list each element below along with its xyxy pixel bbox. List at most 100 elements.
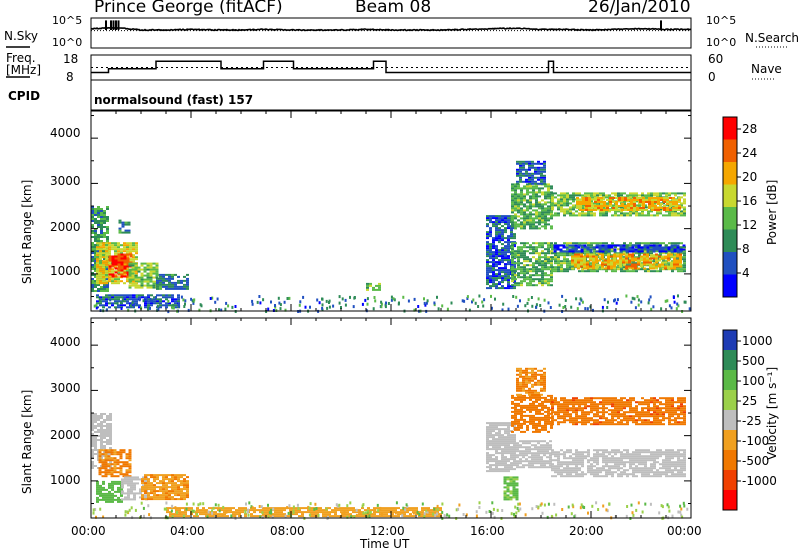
velocity-cell	[544, 420, 547, 423]
power-cell	[504, 267, 507, 270]
power-cell	[511, 185, 514, 188]
power-cell	[574, 246, 578, 249]
velocity-cell	[513, 438, 516, 441]
power-cell	[543, 160, 546, 163]
velocity-cell	[177, 480, 180, 483]
power-cell	[117, 300, 120, 303]
velocity-cell	[100, 415, 103, 417]
power-cell	[605, 254, 608, 257]
power-cell	[132, 254, 135, 257]
power-speckle	[156, 308, 159, 312]
power-cell	[622, 246, 626, 249]
power-cell	[655, 246, 659, 249]
power-cell	[633, 207, 636, 209]
velocity-cell	[241, 507, 244, 510]
power-cell	[111, 273, 115, 276]
power-cell	[489, 257, 492, 260]
power-cell	[94, 252, 97, 254]
power-cell	[129, 260, 132, 263]
power-cell	[132, 258, 135, 261]
velocity-cell	[180, 474, 183, 477]
power-cell	[486, 241, 489, 244]
power-cell	[541, 280, 544, 283]
power-cell	[537, 182, 540, 185]
power-cell	[99, 256, 102, 259]
power-cell	[620, 192, 623, 195]
power-speckle	[579, 297, 582, 301]
power-cell	[144, 298, 147, 301]
velocity-cell	[100, 431, 103, 433]
power-cell	[105, 300, 108, 303]
velocity-cell	[430, 509, 433, 512]
power-cell	[535, 278, 538, 281]
power-cell	[661, 246, 665, 249]
velocity-cell	[274, 511, 277, 514]
velocity-cell	[165, 494, 168, 497]
power-cell	[498, 221, 501, 224]
power-cell	[94, 264, 97, 266]
velocity-cell	[153, 496, 156, 499]
power-cell	[132, 298, 135, 301]
power-cell	[607, 253, 610, 256]
velocity-cell	[495, 428, 498, 431]
power-cell	[126, 248, 129, 251]
velocity-cell	[507, 432, 510, 435]
velocity-cell	[543, 387, 546, 390]
power-cell	[547, 246, 550, 249]
velocity-cell	[514, 428, 517, 431]
power-cell	[640, 257, 643, 260]
power-cell	[168, 304, 171, 307]
power-cell	[625, 267, 628, 270]
power-cell	[589, 257, 592, 260]
power-cell	[146, 280, 150, 283]
power-cell	[152, 266, 156, 269]
power-cell	[605, 202, 608, 205]
power-cell	[127, 231, 131, 234]
power-cell	[156, 285, 159, 288]
velocity-cell	[486, 460, 489, 463]
power-cell	[550, 284, 553, 287]
velocity-cell	[111, 500, 114, 503]
power-cell	[627, 207, 630, 209]
velocity-cell	[286, 515, 289, 518]
power-cell	[511, 187, 514, 190]
power-cell	[94, 208, 97, 210]
power-cell	[580, 265, 583, 268]
power-cell	[541, 260, 544, 263]
power-cell	[544, 278, 547, 281]
power-cell	[679, 259, 682, 262]
power-cell	[504, 249, 507, 252]
power-cell	[159, 306, 162, 309]
velocity-cell	[100, 427, 103, 429]
power-cell	[648, 197, 651, 199]
velocity-cell	[406, 511, 409, 514]
power-cell	[486, 261, 489, 264]
power-cell	[590, 198, 593, 201]
power-cell	[120, 255, 124, 258]
power-cell	[501, 267, 504, 270]
power-cell	[99, 282, 102, 285]
power-cell	[667, 267, 670, 270]
power-cell	[511, 278, 514, 281]
velocity-cell	[96, 480, 99, 483]
power-cell	[121, 231, 125, 234]
power-cell	[159, 277, 162, 280]
power-cell	[599, 212, 602, 215]
power-speckle	[535, 303, 538, 307]
power-cell	[541, 274, 544, 277]
velocity-cell	[537, 373, 540, 376]
velocity-cell	[175, 507, 178, 510]
power-cell	[599, 210, 602, 213]
power-cell	[574, 255, 577, 258]
velocity-cell	[136, 492, 139, 495]
velocity-cell	[529, 396, 532, 399]
power-speckle	[372, 307, 375, 311]
velocity-cell	[186, 492, 189, 495]
power-cell	[659, 204, 662, 207]
velocity-cell	[111, 482, 114, 485]
velocity-cell	[400, 509, 403, 512]
power-cell	[100, 218, 103, 220]
velocity-cell	[186, 488, 189, 491]
power-cell	[177, 300, 180, 303]
velocity-cell	[223, 507, 226, 510]
